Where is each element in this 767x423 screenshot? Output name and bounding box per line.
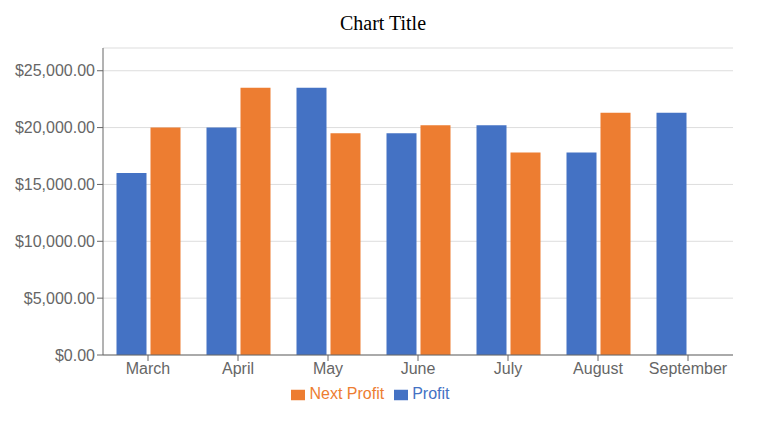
svg-text:$0.00: $0.00 — [55, 347, 95, 364]
svg-text:$15,000.00: $15,000.00 — [15, 176, 95, 193]
svg-text:May: May — [313, 360, 343, 377]
svg-text:$20,000.00: $20,000.00 — [15, 119, 95, 136]
svg-text:March: March — [126, 360, 170, 377]
svg-text:July: July — [494, 360, 522, 377]
html-text:Profit: Profit — [412, 385, 450, 402]
svg-text:August: August — [573, 360, 623, 377]
svg-text:$5,000.00: $5,000.00 — [24, 290, 95, 307]
svg-text:April: April — [222, 360, 254, 377]
html-text:Chart Title: Chart Title — [339, 12, 427, 34]
svg-text:$10,000.00: $10,000.00 — [15, 233, 95, 250]
svg-text:September: September — [649, 360, 728, 377]
svg-text:$25,000.00: $25,000.00 — [15, 62, 95, 79]
html-text:Next Profit: Next Profit — [309, 385, 385, 402]
svg-text:June: June — [401, 360, 436, 377]
